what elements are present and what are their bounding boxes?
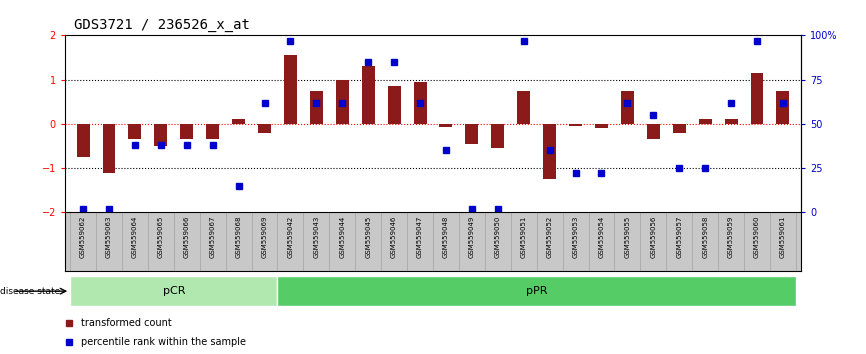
Bar — [206, 124, 219, 139]
Bar — [491, 124, 504, 148]
Text: GSM559042: GSM559042 — [288, 215, 294, 258]
Bar — [102, 124, 115, 172]
Text: GSM559053: GSM559053 — [572, 215, 578, 258]
Bar — [439, 124, 452, 127]
Text: GSM559055: GSM559055 — [624, 215, 630, 258]
Text: GSM559058: GSM559058 — [702, 215, 708, 258]
Bar — [725, 119, 738, 124]
Bar — [621, 91, 634, 124]
Text: GSM559062: GSM559062 — [80, 215, 86, 258]
Text: pCR: pCR — [163, 286, 185, 296]
Bar — [543, 124, 556, 179]
Text: GSM559056: GSM559056 — [650, 215, 656, 258]
Bar — [277, 276, 796, 306]
Bar — [154, 124, 167, 146]
Text: GSM559047: GSM559047 — [417, 215, 423, 258]
Bar — [70, 276, 277, 306]
Text: GSM559064: GSM559064 — [132, 215, 138, 258]
Bar — [673, 124, 686, 133]
Bar — [76, 124, 89, 157]
Text: disease state: disease state — [0, 287, 61, 296]
Bar — [336, 80, 349, 124]
Text: GSM559046: GSM559046 — [391, 215, 397, 258]
Text: GSM559063: GSM559063 — [106, 215, 112, 258]
Text: GSM559060: GSM559060 — [754, 215, 760, 258]
Text: GSM559068: GSM559068 — [236, 215, 242, 258]
Bar — [414, 82, 427, 124]
Bar — [284, 55, 297, 124]
Bar — [777, 91, 790, 124]
Text: GSM559054: GSM559054 — [598, 215, 604, 258]
Text: GSM559069: GSM559069 — [262, 215, 268, 258]
Bar — [388, 86, 401, 124]
Bar — [699, 119, 712, 124]
Bar — [180, 124, 193, 139]
Text: GSM559067: GSM559067 — [210, 215, 216, 258]
Bar — [595, 124, 608, 128]
Bar — [569, 124, 582, 126]
Bar — [465, 124, 478, 144]
Text: GSM559052: GSM559052 — [546, 215, 553, 258]
Bar — [647, 124, 660, 139]
Text: GSM559061: GSM559061 — [780, 215, 786, 258]
Text: GSM559059: GSM559059 — [728, 215, 734, 258]
Text: GDS3721 / 236526_x_at: GDS3721 / 236526_x_at — [74, 18, 249, 32]
Bar — [517, 91, 530, 124]
Text: GSM559065: GSM559065 — [158, 215, 164, 258]
Text: GSM559049: GSM559049 — [469, 215, 475, 258]
Text: transformed count: transformed count — [81, 318, 171, 329]
Text: percentile rank within the sample: percentile rank within the sample — [81, 337, 246, 347]
Text: GSM559045: GSM559045 — [365, 215, 372, 258]
Text: GSM559043: GSM559043 — [313, 215, 320, 258]
Bar — [128, 124, 141, 139]
Text: GSM559057: GSM559057 — [676, 215, 682, 258]
Bar — [310, 91, 323, 124]
Bar — [362, 66, 375, 124]
Text: GSM559044: GSM559044 — [339, 215, 346, 258]
Bar — [232, 119, 245, 124]
Text: GSM559051: GSM559051 — [520, 215, 527, 258]
Bar — [751, 73, 764, 124]
Bar — [258, 124, 271, 133]
Text: pPR: pPR — [526, 286, 547, 296]
Text: GSM559066: GSM559066 — [184, 215, 190, 258]
Text: GSM559048: GSM559048 — [443, 215, 449, 258]
Text: GSM559050: GSM559050 — [494, 215, 501, 258]
